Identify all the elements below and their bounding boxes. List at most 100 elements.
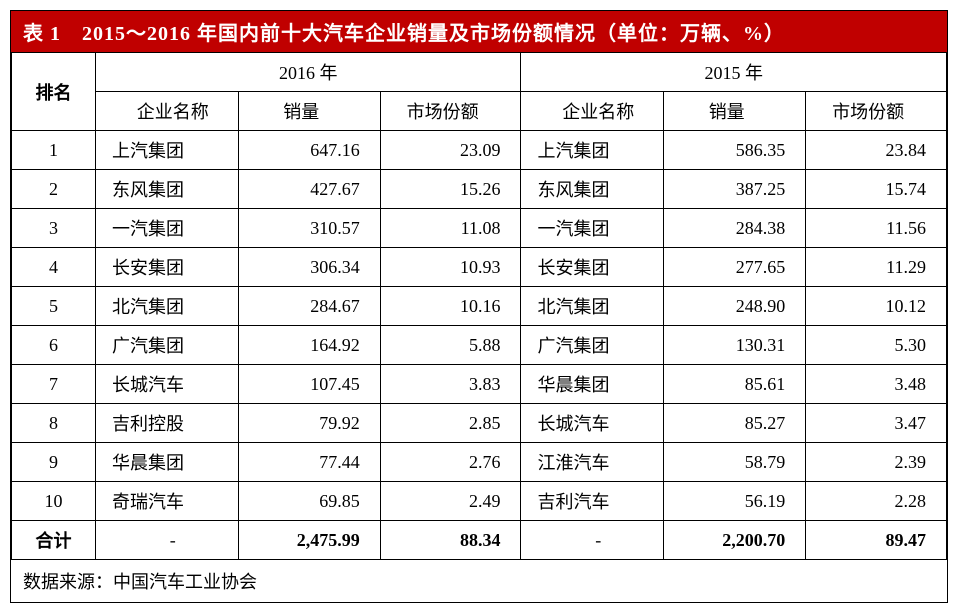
header-share-2016: 市场份额 <box>380 92 521 131</box>
cell-share-2015: 15.74 <box>806 170 947 209</box>
cell-company-2015: 东风集团 <box>521 170 664 209</box>
table-row: 5北汽集团284.6710.16北汽集团248.9010.12 <box>12 287 947 326</box>
cell-company-2016: 上汽集团 <box>95 131 238 170</box>
cell-share-2016: 2.85 <box>380 404 521 443</box>
table-row: 4长安集团306.3410.93长安集团277.6511.29 <box>12 248 947 287</box>
cell-sales-2015: 85.61 <box>664 365 806 404</box>
cell-company-2016: 一汽集团 <box>95 209 238 248</box>
cell-total-sales-2016: 2,475.99 <box>238 521 380 560</box>
cell-rank: 8 <box>12 404 96 443</box>
cell-rank: 2 <box>12 170 96 209</box>
cell-share-2016: 23.09 <box>380 131 521 170</box>
cell-share-2016: 15.26 <box>380 170 521 209</box>
cell-company-2016: 长安集团 <box>95 248 238 287</box>
cell-share-2016: 5.88 <box>380 326 521 365</box>
cell-sales-2016: 77.44 <box>238 443 380 482</box>
cell-rank: 5 <box>12 287 96 326</box>
cell-share-2015: 11.29 <box>806 248 947 287</box>
cell-sales-2015: 130.31 <box>664 326 806 365</box>
header-year-2015: 2015 年 <box>521 53 947 92</box>
cell-rank: 10 <box>12 482 96 521</box>
cell-total-label: 合计 <box>12 521 96 560</box>
cell-total-share-2016: 88.34 <box>380 521 521 560</box>
cell-share-2015: 3.48 <box>806 365 947 404</box>
header-rank: 排名 <box>12 53 96 131</box>
cell-sales-2016: 69.85 <box>238 482 380 521</box>
cell-total-sales-2015: 2,200.70 <box>664 521 806 560</box>
table-row: 3一汽集团310.5711.08一汽集团284.3811.56 <box>12 209 947 248</box>
cell-sales-2015: 586.35 <box>664 131 806 170</box>
table-row: 7长城汽车107.453.83华晨集团85.613.48 <box>12 365 947 404</box>
cell-company-2016: 北汽集团 <box>95 287 238 326</box>
cell-sales-2016: 164.92 <box>238 326 380 365</box>
data-table: 排名 2016 年 2015 年 企业名称 销量 市场份额 企业名称 销量 市场… <box>11 52 947 560</box>
cell-sales-2015: 58.79 <box>664 443 806 482</box>
header-year-2016: 2016 年 <box>95 53 520 92</box>
cell-company-2016: 华晨集团 <box>95 443 238 482</box>
cell-company-2015: 江淮汽车 <box>521 443 664 482</box>
header-row-2: 企业名称 销量 市场份额 企业名称 销量 市场份额 <box>12 92 947 131</box>
cell-share-2015: 5.30 <box>806 326 947 365</box>
total-row: 合计-2,475.9988.34-2,200.7089.47 <box>12 521 947 560</box>
cell-company-2016: 吉利控股 <box>95 404 238 443</box>
cell-company-2016: 广汽集团 <box>95 326 238 365</box>
cell-company-2015: 广汽集团 <box>521 326 664 365</box>
cell-share-2016: 2.76 <box>380 443 521 482</box>
cell-company-2015: 北汽集团 <box>521 287 664 326</box>
header-row-1: 排名 2016 年 2015 年 <box>12 53 947 92</box>
cell-total-company-2015: - <box>521 521 664 560</box>
cell-share-2015: 3.47 <box>806 404 947 443</box>
cell-rank: 7 <box>12 365 96 404</box>
cell-sales-2016: 647.16 <box>238 131 380 170</box>
header-sales-2016: 销量 <box>238 92 380 131</box>
cell-share-2015: 2.28 <box>806 482 947 521</box>
table-body: 1上汽集团647.1623.09上汽集团586.3523.842东风集团427.… <box>12 131 947 560</box>
cell-company-2015: 上汽集团 <box>521 131 664 170</box>
cell-sales-2016: 310.57 <box>238 209 380 248</box>
table-row: 8吉利控股79.922.85长城汽车85.273.47 <box>12 404 947 443</box>
cell-company-2015: 华晨集团 <box>521 365 664 404</box>
cell-company-2016: 东风集团 <box>95 170 238 209</box>
table-row: 10奇瑞汽车69.852.49吉利汽车56.192.28 <box>12 482 947 521</box>
cell-company-2015: 吉利汽车 <box>521 482 664 521</box>
cell-sales-2016: 107.45 <box>238 365 380 404</box>
cell-sales-2016: 427.67 <box>238 170 380 209</box>
table-row: 9华晨集团77.442.76江淮汽车58.792.39 <box>12 443 947 482</box>
cell-total-share-2015: 89.47 <box>806 521 947 560</box>
cell-sales-2015: 277.65 <box>664 248 806 287</box>
cell-sales-2015: 387.25 <box>664 170 806 209</box>
header-company-2015: 企业名称 <box>521 92 664 131</box>
cell-company-2015: 长城汽车 <box>521 404 664 443</box>
cell-total-company-2016: - <box>95 521 238 560</box>
cell-sales-2015: 284.38 <box>664 209 806 248</box>
cell-company-2015: 长安集团 <box>521 248 664 287</box>
cell-rank: 6 <box>12 326 96 365</box>
cell-share-2016: 10.93 <box>380 248 521 287</box>
table-container: 表 1 2015～2016 年国内前十大汽车企业销量及市场份额情况（单位：万辆、… <box>10 10 948 603</box>
cell-sales-2016: 306.34 <box>238 248 380 287</box>
data-source: 数据来源：中国汽车工业协会 <box>11 560 947 602</box>
cell-rank: 3 <box>12 209 96 248</box>
cell-share-2016: 10.16 <box>380 287 521 326</box>
cell-share-2015: 11.56 <box>806 209 947 248</box>
cell-rank: 1 <box>12 131 96 170</box>
table-row: 6广汽集团164.925.88广汽集团130.315.30 <box>12 326 947 365</box>
header-sales-2015: 销量 <box>664 92 806 131</box>
cell-share-2016: 11.08 <box>380 209 521 248</box>
cell-share-2016: 3.83 <box>380 365 521 404</box>
cell-sales-2015: 248.90 <box>664 287 806 326</box>
cell-share-2015: 23.84 <box>806 131 947 170</box>
cell-rank: 9 <box>12 443 96 482</box>
cell-share-2015: 10.12 <box>806 287 947 326</box>
cell-company-2016: 长城汽车 <box>95 365 238 404</box>
header-share-2015: 市场份额 <box>806 92 947 131</box>
cell-sales-2015: 56.19 <box>664 482 806 521</box>
cell-company-2015: 一汽集团 <box>521 209 664 248</box>
table-row: 1上汽集团647.1623.09上汽集团586.3523.84 <box>12 131 947 170</box>
cell-rank: 4 <box>12 248 96 287</box>
cell-sales-2016: 284.67 <box>238 287 380 326</box>
cell-share-2016: 2.49 <box>380 482 521 521</box>
table-row: 2东风集团427.6715.26东风集团387.2515.74 <box>12 170 947 209</box>
table-title: 表 1 2015～2016 年国内前十大汽车企业销量及市场份额情况（单位：万辆、… <box>11 11 947 52</box>
header-company-2016: 企业名称 <box>95 92 238 131</box>
